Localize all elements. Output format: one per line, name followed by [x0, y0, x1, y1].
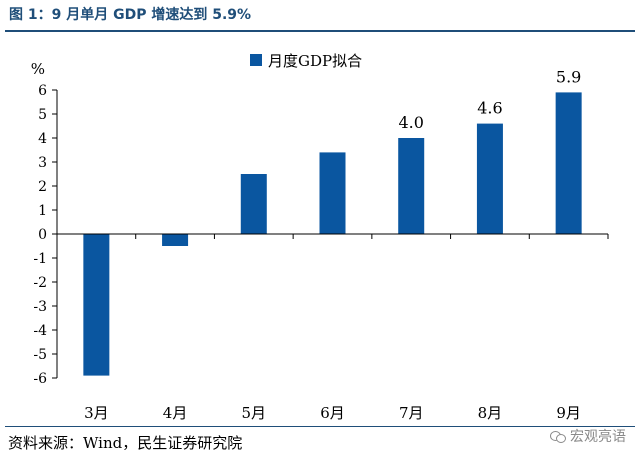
y-tick-label: 5: [38, 107, 47, 123]
legend-label: 月度GDP拟合: [268, 52, 362, 70]
bar-9月: [555, 92, 582, 235]
y-tick-label: 3: [38, 155, 47, 171]
y-tick-label: -3: [33, 299, 47, 315]
x-tick-label: 3月: [84, 404, 109, 422]
x-tick-label: 4月: [163, 404, 188, 422]
source-note: 资料来源：Wind，民生证券研究院: [8, 434, 243, 452]
bar-7月: [398, 138, 425, 234]
legend-swatch: [250, 54, 262, 66]
bar-4月: [162, 234, 189, 246]
y-tick-label: 2: [38, 179, 47, 195]
x-axis: 3月 4月 5月 6月 7月 8月 9月: [56, 233, 609, 422]
data-label: 4.6: [477, 99, 502, 118]
source-divider: [5, 426, 635, 427]
data-label: 5.9: [556, 67, 581, 86]
y-tick-label: -5: [33, 347, 47, 363]
bars: [83, 92, 582, 376]
y-tick-label: 4: [38, 131, 47, 147]
x-tick-label: 7月: [399, 404, 424, 422]
y-tick-label: 0: [38, 227, 47, 243]
y-tick-label: -2: [33, 275, 47, 291]
legend: 月度GDP拟合: [250, 52, 362, 70]
bar-8月: [476, 123, 503, 234]
watermark: 宏观亮语: [550, 426, 626, 446]
x-tick-label: 6月: [320, 404, 345, 422]
x-tick-label: 9月: [556, 404, 581, 422]
x-tick-label: 8月: [478, 404, 503, 422]
watermark-label: 宏观亮语: [570, 429, 626, 445]
bar-5月: [240, 174, 267, 234]
bar-chart: % 6 5 4 3 2 1 0 -1 -2 -3 -4 -5 -6 4.0 4.6 5.9 3月 4月 5月 6月 7…: [31, 52, 609, 422]
y-tick-label: 6: [38, 83, 47, 99]
wechat-icon: [550, 430, 566, 443]
bar-3月: [83, 234, 110, 376]
x-tick-label: 5月: [242, 404, 267, 422]
y-tick-label: -6: [33, 371, 47, 387]
data-label: 4.0: [398, 113, 423, 132]
y-tick-label: -4: [33, 323, 47, 339]
y-axis-unit: %: [31, 60, 45, 78]
y-tick-label: -1: [33, 251, 47, 267]
y-tick-label: 1: [38, 203, 47, 219]
y-axis: % 6 5 4 3 2 1 0 -1 -2 -3 -4 -5 -6: [31, 60, 58, 387]
figure-title: 图 1：9 月单月 GDP 增速达到 5.9%: [5, 0, 635, 32]
bar-6月: [319, 152, 346, 234]
data-labels: 4.0 4.6 5.9: [398, 67, 581, 132]
